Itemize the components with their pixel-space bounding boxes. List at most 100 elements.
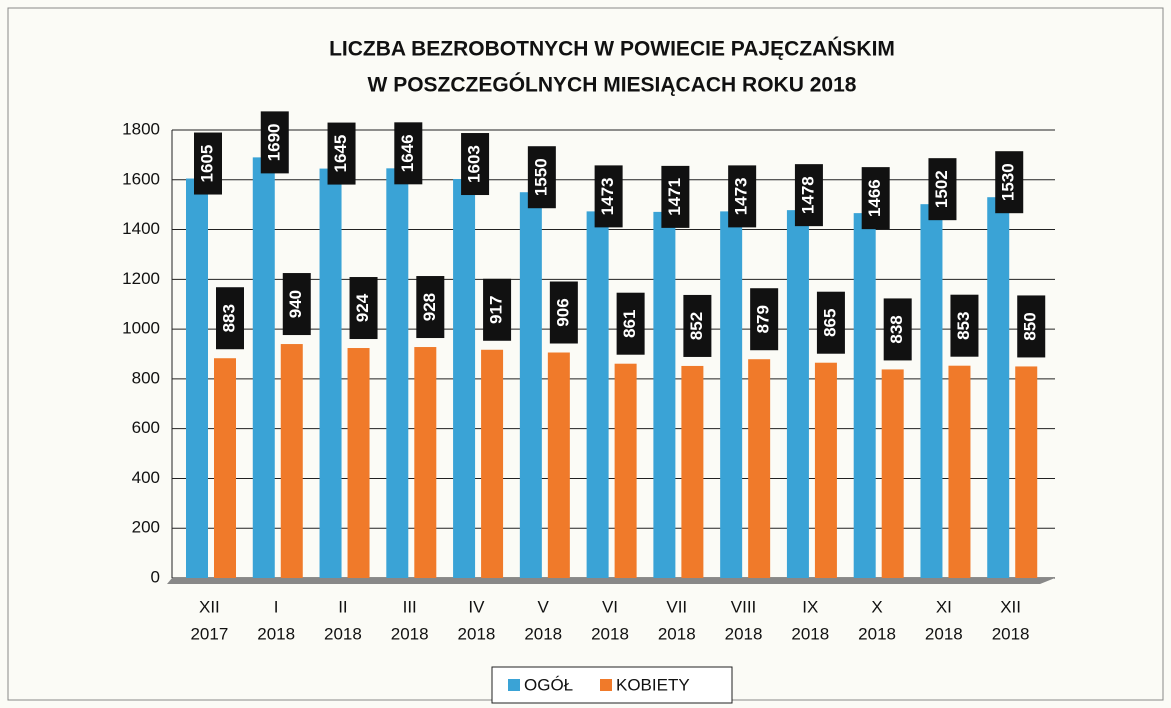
- value-label: 1473: [732, 177, 751, 215]
- x-tick-label: IX: [802, 597, 818, 616]
- x-tick-label: 2018: [524, 624, 562, 643]
- value-label: 928: [420, 293, 439, 321]
- value-label-box: [661, 165, 690, 228]
- value-label-box: [349, 277, 378, 340]
- bar: [252, 157, 275, 578]
- value-label-box: [327, 122, 356, 185]
- value-label: 1478: [798, 176, 817, 214]
- x-tick-label: 2018: [925, 624, 963, 643]
- bar: [453, 179, 476, 578]
- x-tick-label: 2018: [257, 624, 295, 643]
- legend-swatch: [508, 679, 520, 691]
- value-label: 940: [286, 290, 305, 318]
- value-label-box: [1017, 295, 1046, 358]
- value-label: 850: [1021, 312, 1040, 340]
- floor: [167, 578, 1055, 584]
- bar: [881, 369, 904, 578]
- x-tick-label: III: [403, 597, 417, 616]
- bar: [987, 197, 1010, 578]
- x-tick-label: 2018: [791, 624, 829, 643]
- bar: [920, 204, 943, 578]
- legend-swatch: [600, 679, 612, 691]
- bar: [653, 211, 676, 578]
- bar: [547, 352, 570, 578]
- legend: [491, 666, 733, 704]
- bar: [519, 192, 542, 578]
- x-tick-label: XI: [936, 597, 952, 616]
- value-label-box: [461, 133, 490, 196]
- value-label-box: [394, 122, 423, 185]
- value-label-box: [750, 288, 779, 351]
- value-label: 838: [887, 315, 906, 343]
- value-label-box: [483, 278, 512, 341]
- bar: [681, 365, 704, 578]
- value-label: 1605: [197, 145, 216, 183]
- value-label-box: [816, 291, 845, 354]
- value-label: 906: [553, 298, 572, 326]
- value-label-box: [216, 287, 244, 350]
- x-tick-label: II: [338, 597, 347, 616]
- value-label: 1550: [531, 158, 550, 196]
- x-tick-label: 2018: [992, 624, 1030, 643]
- value-label-box: [728, 165, 757, 228]
- value-label-box: [549, 281, 578, 344]
- bar: [786, 210, 809, 579]
- legend-label: KOBIETY: [616, 675, 690, 694]
- y-tick-label: 1000: [122, 319, 160, 338]
- bar: [614, 363, 637, 578]
- value-label: 1502: [932, 170, 951, 208]
- x-tick-label: 2018: [725, 624, 763, 643]
- x-tick-label: 2018: [324, 624, 362, 643]
- x-tick-label: 2018: [591, 624, 629, 643]
- value-label: 852: [687, 312, 706, 340]
- y-tick-label: 200: [132, 518, 160, 537]
- value-label-box: [616, 292, 645, 355]
- bar: [481, 349, 504, 578]
- bar: [214, 358, 236, 578]
- value-label-box: [260, 111, 289, 174]
- chart-title: W POSZCZEGÓLNYCH MIESIĄCACH ROKU 2018: [368, 73, 857, 97]
- x-tick-label: IV: [468, 597, 485, 616]
- value-label: 1645: [331, 135, 350, 173]
- y-tick-label: 600: [132, 418, 160, 437]
- bar: [347, 348, 370, 578]
- x-tick-label: I: [274, 597, 279, 616]
- bar: [948, 365, 971, 578]
- bar: [186, 178, 208, 579]
- value-label: 1646: [398, 134, 417, 172]
- value-label: 924: [353, 293, 372, 322]
- y-tick-label: 1600: [122, 169, 160, 188]
- x-tick-label: VI: [602, 597, 618, 616]
- value-label-box: [995, 151, 1024, 214]
- y-tick-label: 1400: [122, 219, 160, 238]
- value-label: 861: [620, 310, 639, 338]
- y-tick-label: 0: [151, 567, 160, 586]
- bar: [814, 362, 837, 578]
- value-label-box: [594, 165, 623, 228]
- value-label: 1530: [999, 163, 1018, 201]
- bar: [720, 211, 743, 579]
- chart-title: LICZBA BEZROBOTNYCH W POWIECIE PAJĘCZAŃS…: [329, 38, 895, 61]
- y-tick-label: 1200: [122, 269, 160, 288]
- x-tick-label: VII: [666, 597, 687, 616]
- value-label: 853: [954, 312, 973, 340]
- value-label: 883: [219, 304, 238, 332]
- value-label: 1471: [665, 178, 684, 216]
- value-label: 1473: [598, 177, 617, 215]
- legend-label: OGÓŁ: [524, 675, 573, 694]
- value-label-box: [928, 158, 957, 221]
- bar: [319, 168, 342, 579]
- bar: [586, 211, 609, 579]
- value-label-box: [861, 167, 890, 230]
- bar: [280, 344, 303, 578]
- value-label-box: [794, 164, 823, 227]
- x-tick-label: X: [871, 597, 882, 616]
- value-label-box: [683, 294, 712, 357]
- x-tick-label: VIII: [731, 597, 757, 616]
- value-label-box: [950, 294, 979, 357]
- y-tick-label: 1800: [122, 119, 160, 138]
- bar: [386, 168, 409, 578]
- x-tick-label: XII: [1000, 597, 1021, 616]
- value-label: 1466: [865, 179, 884, 217]
